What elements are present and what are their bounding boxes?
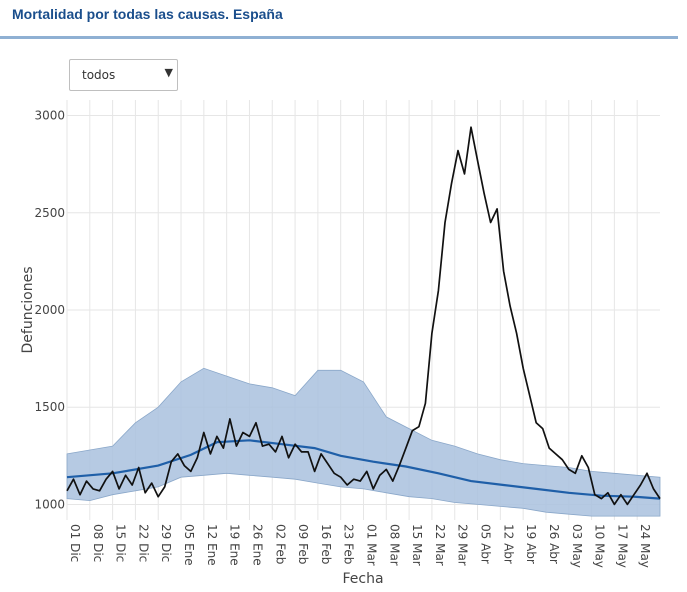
- x-tick-label: 01 Mar: [365, 524, 379, 566]
- x-tick-label: 09 Feb: [296, 524, 310, 564]
- x-tick-label: 26 Ene: [251, 524, 265, 566]
- x-tick-label: 03 May: [570, 524, 584, 568]
- y-tick-label: 1500: [34, 400, 65, 414]
- y-tick-label: 1000: [34, 497, 65, 511]
- x-tick-label: 10 May: [593, 524, 607, 568]
- x-tick-label: 29 Mar: [456, 524, 470, 566]
- x-tick-label: 16 Feb: [319, 524, 333, 564]
- x-tick-label: 02 Feb: [273, 524, 287, 564]
- page-title: Mortalidad por todas las causas. España: [12, 6, 283, 22]
- observed-deaths-line: [66, 126, 661, 506]
- expected-range-band: [66, 367, 661, 517]
- x-axis-ticks: 01 Dic 08 Dic 15 Dic 22 Dic 29 Dic 05 Ene 12 E…: [68, 524, 652, 568]
- y-axis-title: Defunciones: [20, 266, 36, 353]
- x-tick-label: 19 Abr: [524, 524, 538, 564]
- y-axis-ticks: 1000 1500 2000 2500 3000: [34, 109, 65, 512]
- x-tick-label: 22 Dic: [136, 524, 150, 562]
- cause-select[interactable]: todos ▼: [69, 59, 178, 91]
- x-tick-label: 05 Abr: [479, 524, 493, 564]
- title-divider: [0, 36, 678, 39]
- x-tick-label: 08 Dic: [91, 524, 105, 562]
- band-layer: [66, 367, 661, 517]
- x-tick-label: 15 Mar: [410, 524, 424, 566]
- cause-select-value: todos: [82, 68, 116, 82]
- y-tick-label: 2000: [34, 303, 65, 317]
- y-tick-label: 2500: [34, 206, 65, 220]
- chevron-down-icon: ▼: [164, 66, 173, 79]
- x-tick-label: 17 May: [615, 524, 629, 568]
- x-tick-label: 15 Dic: [114, 524, 128, 562]
- x-tick-label: 05 Ene: [182, 524, 196, 566]
- x-tick-label: 24 May: [638, 524, 652, 568]
- expected-deaths-line: [66, 439, 661, 500]
- x-tick-label: 29 Dic: [159, 524, 173, 562]
- x-tick-label: 08 Mar: [387, 524, 401, 566]
- y-tick-label: 3000: [34, 109, 65, 123]
- x-tick-label: 01 Dic: [68, 524, 82, 562]
- x-axis-title: Fecha: [342, 571, 383, 587]
- x-tick-label: 26 Abr: [547, 524, 561, 564]
- x-tick-label: 12 Ene: [205, 524, 219, 566]
- x-tick-label: 23 Feb: [342, 524, 356, 564]
- x-tick-label: 22 Mar: [433, 524, 447, 566]
- lines-layer: [66, 126, 661, 506]
- x-tick-label: 12 Abr: [501, 524, 515, 564]
- x-tick-label: 19 Ene: [228, 524, 242, 566]
